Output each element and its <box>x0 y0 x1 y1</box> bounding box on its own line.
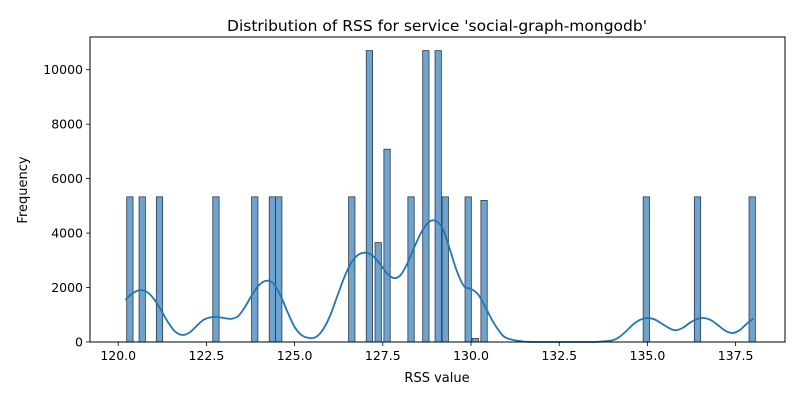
plot-frame <box>89 36 786 343</box>
x-tick-label: 135.0 <box>630 348 666 363</box>
bars-layer <box>126 50 756 343</box>
histogram-bar-2 <box>155 196 164 343</box>
chart-title: Distribution of RSS for service 'social-… <box>227 17 647 35</box>
x-tick-label: 120.0 <box>100 348 136 363</box>
x-tick-label: 130.0 <box>453 348 489 363</box>
histogram-bar-17 <box>480 199 488 343</box>
histogram-bar-8 <box>365 50 373 343</box>
x-tick-label: 125.0 <box>277 348 313 363</box>
histogram-bar-18 <box>642 196 650 343</box>
histogram-bar-1 <box>138 196 146 343</box>
y-axis: 0 2000 4000 6000 8000 10000 <box>43 62 90 350</box>
histogram-bar-6 <box>275 196 283 343</box>
kde-curve <box>124 219 754 343</box>
y-tick-label: 0 <box>75 335 83 350</box>
histogram-bar-0 <box>126 196 134 343</box>
y-tick-label: 6000 <box>51 171 83 186</box>
histogram-bar-13 <box>434 50 442 343</box>
y-tick-label: 10000 <box>43 62 83 77</box>
histogram-bar-14 <box>441 196 449 343</box>
histogram-bar-5 <box>268 196 276 343</box>
y-axis-label: Frequency <box>16 156 31 223</box>
histogram-bar-9 <box>374 242 382 343</box>
y-tick-label: 4000 <box>51 226 83 241</box>
x-tick-label: 132.5 <box>541 348 577 363</box>
x-axis-label: RSS value <box>404 371 469 386</box>
y-tick-label: 2000 <box>51 280 83 295</box>
x-tick-label: 137.5 <box>718 348 754 363</box>
histogram-bar-12 <box>422 50 430 343</box>
y-tick-label: 8000 <box>51 117 83 132</box>
histogram-bar-11 <box>407 196 415 343</box>
histogram-bar-3 <box>212 196 220 343</box>
histogram-bar-4 <box>251 196 259 343</box>
histogram-bar-15 <box>464 196 472 343</box>
histogram-bar-16 <box>471 338 479 343</box>
histogram-bar-10 <box>383 148 391 343</box>
x-tick-label: 127.5 <box>365 348 401 363</box>
x-tick-label: 122.5 <box>189 348 225 363</box>
x-axis: 120.0 122.5 125.0 127.5 130.0 132.5 135.0 137.5 <box>100 342 754 363</box>
histogram-bar-7 <box>348 196 356 343</box>
